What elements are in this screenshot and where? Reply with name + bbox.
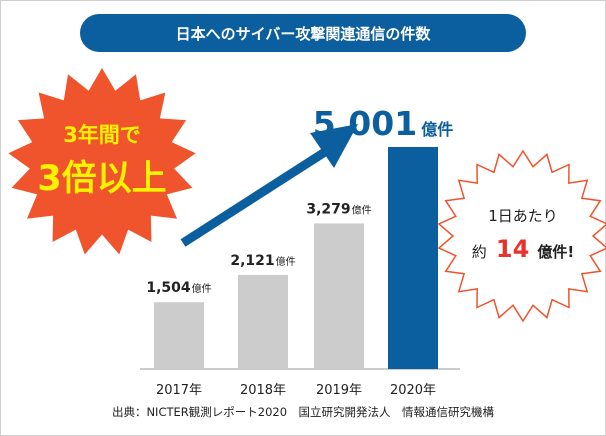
bar-2017 (154, 302, 204, 369)
bar-2019 (314, 223, 364, 369)
data-label-value: 3,279 (306, 201, 350, 217)
growth-arrow-shaft (180, 146, 331, 247)
growth-arrow-head (310, 124, 358, 168)
daily-number: 14 (496, 235, 529, 263)
data-label-value: 5,001 (313, 104, 417, 143)
x-tick-label: 2017年 (156, 383, 202, 398)
data-label-unit: 億件 (352, 203, 372, 216)
data-label: 3,279億件 (306, 201, 371, 217)
growth-callout-line1: 3年間で (63, 123, 141, 147)
title-pill (80, 14, 526, 52)
x-tick-label: 2018年 (240, 383, 286, 398)
daily-suffix: 億件! (537, 243, 574, 261)
data-label-value: 1,504 (146, 280, 191, 296)
daily-callout-line2: 約 14 億件! (472, 235, 574, 263)
x-tick-label: 2019年 (316, 383, 362, 398)
data-label: 2,121億件 (230, 253, 295, 269)
bars-group (154, 147, 438, 369)
chart-title: 日本へのサイバー攻撃関連通信の件数 (176, 25, 432, 43)
data-label-unit: 億件 (192, 282, 212, 295)
data-label: 1,504億件 (146, 280, 211, 296)
source-note: 出典：NICTER観測レポート2020 国立研究開発法人 情報通信研究機構 (111, 405, 495, 419)
bar-2020 (388, 147, 438, 369)
bar-2018 (238, 274, 288, 369)
data-label-highlight: 5,001 億件 (313, 104, 453, 143)
growth-starburst (4, 64, 200, 259)
data-label-unit: 億件 (276, 255, 296, 268)
daily-bubble (437, 149, 606, 323)
daily-callout-line1: 1日あたり (488, 207, 558, 225)
x-tick-label: 2020年 (390, 383, 436, 398)
daily-prefix: 約 (472, 243, 487, 261)
labels-group: 2017年1,504億件2018年2,121億件2019年3,279億件2020… (146, 104, 453, 398)
growth-callout-line2: 3倍以上 (37, 159, 166, 199)
data-label-value: 2,121 (230, 253, 274, 269)
data-label-unit: 億件 (421, 120, 453, 139)
